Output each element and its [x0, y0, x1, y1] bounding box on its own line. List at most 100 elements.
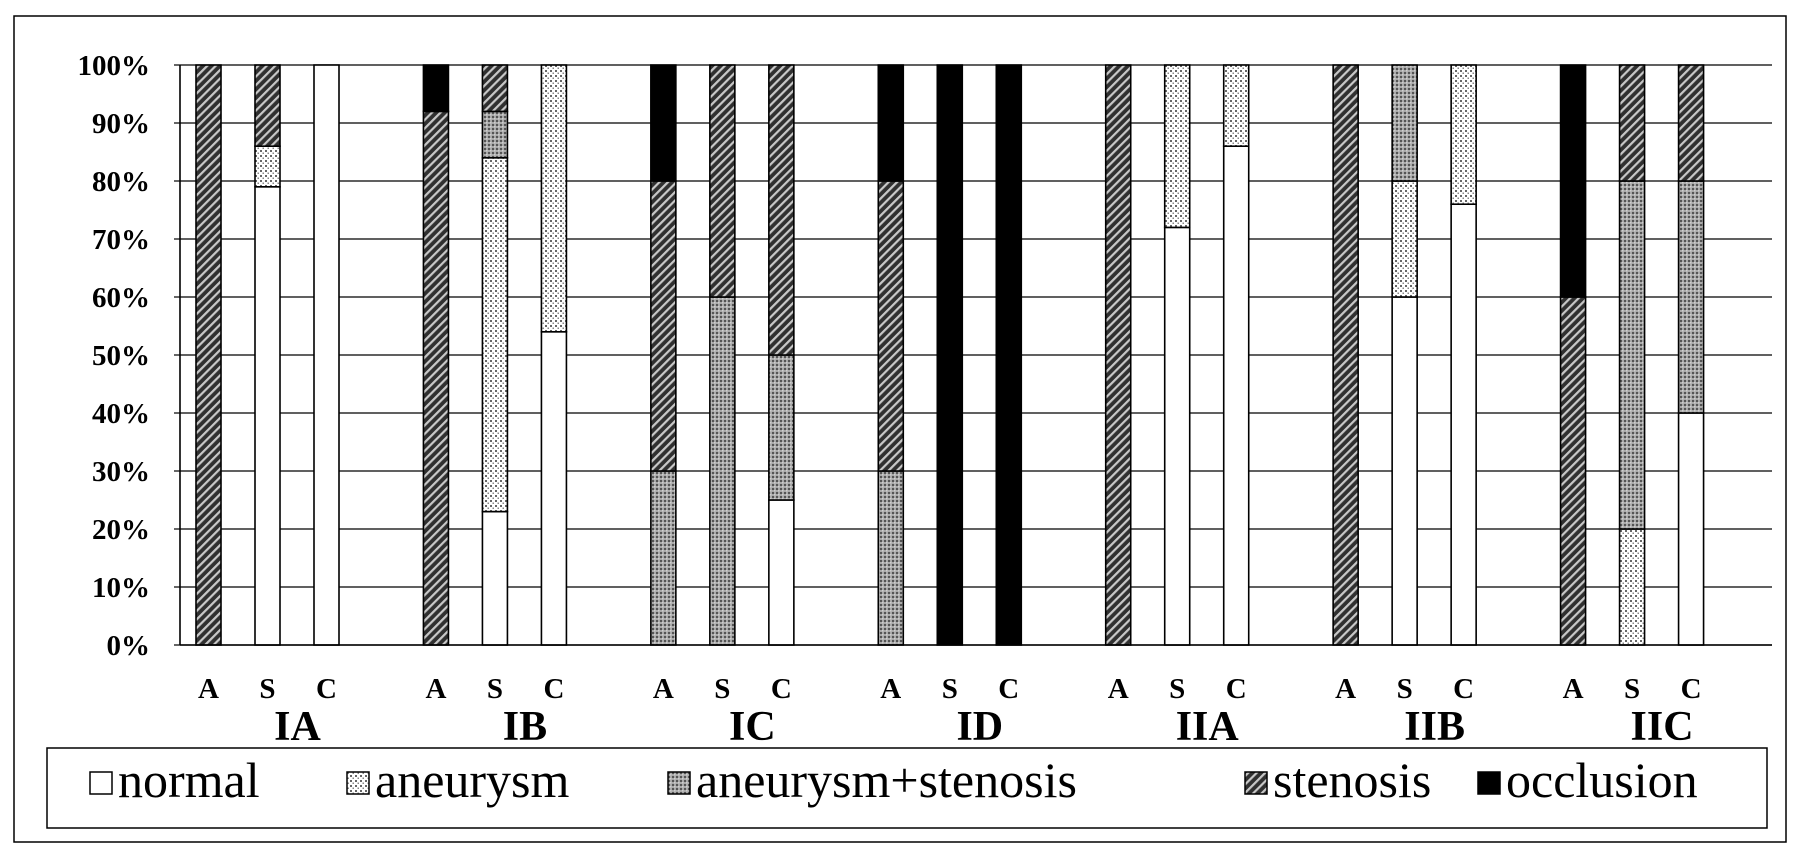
x-sub-label: A	[1108, 673, 1129, 705]
x-sub-label: C	[1681, 673, 1702, 705]
bar-segment-aneurysm	[1391, 180, 1418, 298]
y-tick-label: 30%	[92, 456, 150, 488]
x-sub-label: A	[880, 673, 901, 705]
bar-segment-stenosis	[650, 180, 677, 472]
legend-label: normal	[118, 752, 260, 808]
x-sub-label: S	[942, 673, 958, 705]
bar-segment-aneurysm-stenosis	[768, 354, 795, 501]
legend-box	[46, 747, 1768, 829]
bar-segment-stenosis	[481, 64, 509, 113]
bar-segment-aneurysm-stenosis	[1618, 180, 1646, 530]
x-sub-label: C	[771, 673, 792, 705]
x-sub-label: S	[1397, 673, 1413, 705]
bar-segment-stenosis	[422, 110, 450, 646]
y-axis-ticks: 0% 10% 20% 30% 40% 50% 60% 70% 80% 90% 100%	[78, 50, 180, 662]
legend-swatch	[1477, 771, 1501, 795]
bar-segment-normal	[1677, 412, 1705, 646]
bar-segment-aneurysm-stenosis	[1391, 64, 1418, 182]
bar-segment-occlusion	[1559, 64, 1587, 298]
y-tick-label: 90%	[92, 108, 150, 140]
bar-segment-aneurysm-stenosis	[650, 470, 677, 646]
x-sub-label: C	[998, 673, 1019, 705]
x-sub-label: A	[653, 673, 674, 705]
legend-swatch	[667, 771, 691, 795]
x-group-label: IIB	[1404, 704, 1465, 750]
y-tick-label: 20%	[92, 514, 150, 546]
x-sub-label: S	[714, 673, 730, 705]
bar-segment-stenosis	[1677, 64, 1705, 182]
y-tick-label: 50%	[92, 340, 150, 372]
y-tick-label: 100%	[78, 50, 151, 82]
bar-segment-aneurysm	[1163, 64, 1191, 229]
x-group-label: IC	[729, 704, 776, 750]
x-sub-label: S	[487, 673, 503, 705]
bar-segment-stenosis	[1618, 64, 1646, 182]
x-sub-label: A	[1563, 673, 1584, 705]
bar-segment-aneurysm	[1450, 64, 1477, 205]
bar-segment-occlusion	[422, 64, 450, 113]
bar-segment-aneurysm	[540, 64, 568, 333]
x-sub-label: C	[1226, 673, 1247, 705]
bar-segment-stenosis	[877, 180, 905, 472]
bar-segment-occlusion	[650, 64, 677, 182]
legend-swatch	[1244, 771, 1268, 795]
x-group-label: IIC	[1631, 704, 1694, 750]
bar-segment-stenosis	[1104, 64, 1132, 646]
y-tick-label: 0%	[107, 630, 151, 662]
bar-segment-aneurysm-stenosis	[481, 110, 509, 159]
x-sub-label: A	[198, 673, 219, 705]
bar-segment-normal	[1163, 226, 1191, 646]
bars	[195, 64, 1705, 646]
axes	[179, 65, 1772, 646]
bar-segment-normal	[481, 510, 509, 646]
x-sub-label: A	[425, 673, 446, 705]
bar-segment-stenosis	[1332, 64, 1359, 646]
bar-segment-aneurysm	[254, 145, 281, 188]
x-sub-label: C	[1453, 673, 1474, 705]
y-tick-label: 10%	[92, 572, 150, 604]
legend-label: aneurysm	[375, 752, 569, 808]
legend-label: occlusion	[1506, 752, 1698, 808]
y-tick-label: 80%	[92, 166, 150, 198]
bar-segment-occlusion	[877, 64, 905, 182]
bar-segment-stenosis	[1559, 296, 1587, 646]
x-group-label: ID	[956, 704, 1003, 750]
bar-segment-normal	[1391, 296, 1418, 646]
x-sub-label: S	[1169, 673, 1185, 705]
x-sub-label: A	[1335, 673, 1356, 705]
bar-segment-aneurysm	[1222, 64, 1250, 147]
x-sub-label: S	[1624, 673, 1640, 705]
legend-label: aneurysm+stenosis	[696, 752, 1077, 808]
bar-segment-aneurysm	[481, 157, 509, 513]
bar-segment-stenosis	[254, 64, 281, 147]
y-tick-label: 70%	[92, 224, 150, 256]
bar-segment-aneurysm-stenosis	[1677, 180, 1705, 414]
x-group-label: IB	[503, 704, 547, 750]
bar-segment-aneurysm-stenosis	[709, 296, 736, 646]
bar-segment-occlusion	[995, 64, 1023, 646]
legend-label: stenosis	[1273, 752, 1431, 808]
bar-segment-aneurysm	[1618, 528, 1646, 646]
bar-segment-normal	[1450, 203, 1477, 646]
bar-segment-normal	[540, 330, 568, 646]
x-group-label: IA	[274, 704, 321, 750]
bar-segment-stenosis	[709, 64, 736, 298]
bar-segment-aneurysm-stenosis	[877, 470, 905, 646]
legend-swatch	[346, 771, 370, 795]
x-sub-label: C	[543, 673, 564, 705]
bar-segment-normal	[254, 186, 281, 646]
legend-swatch	[89, 771, 113, 795]
x-sub-label: S	[259, 673, 275, 705]
bar-segment-normal	[1222, 145, 1250, 646]
bar-segment-occlusion	[936, 64, 964, 646]
bar-segment-stenosis	[768, 64, 795, 356]
chart-frame	[13, 15, 1787, 843]
gridlines	[180, 64, 1772, 646]
bar-segment-stenosis	[195, 64, 222, 646]
x-sub-label: C	[316, 673, 337, 705]
y-tick-label: 60%	[92, 282, 150, 314]
bar-segment-normal	[768, 499, 795, 646]
legend: normal aneurysm aneurysm+stenosis stenosis o…	[46, 747, 1768, 829]
